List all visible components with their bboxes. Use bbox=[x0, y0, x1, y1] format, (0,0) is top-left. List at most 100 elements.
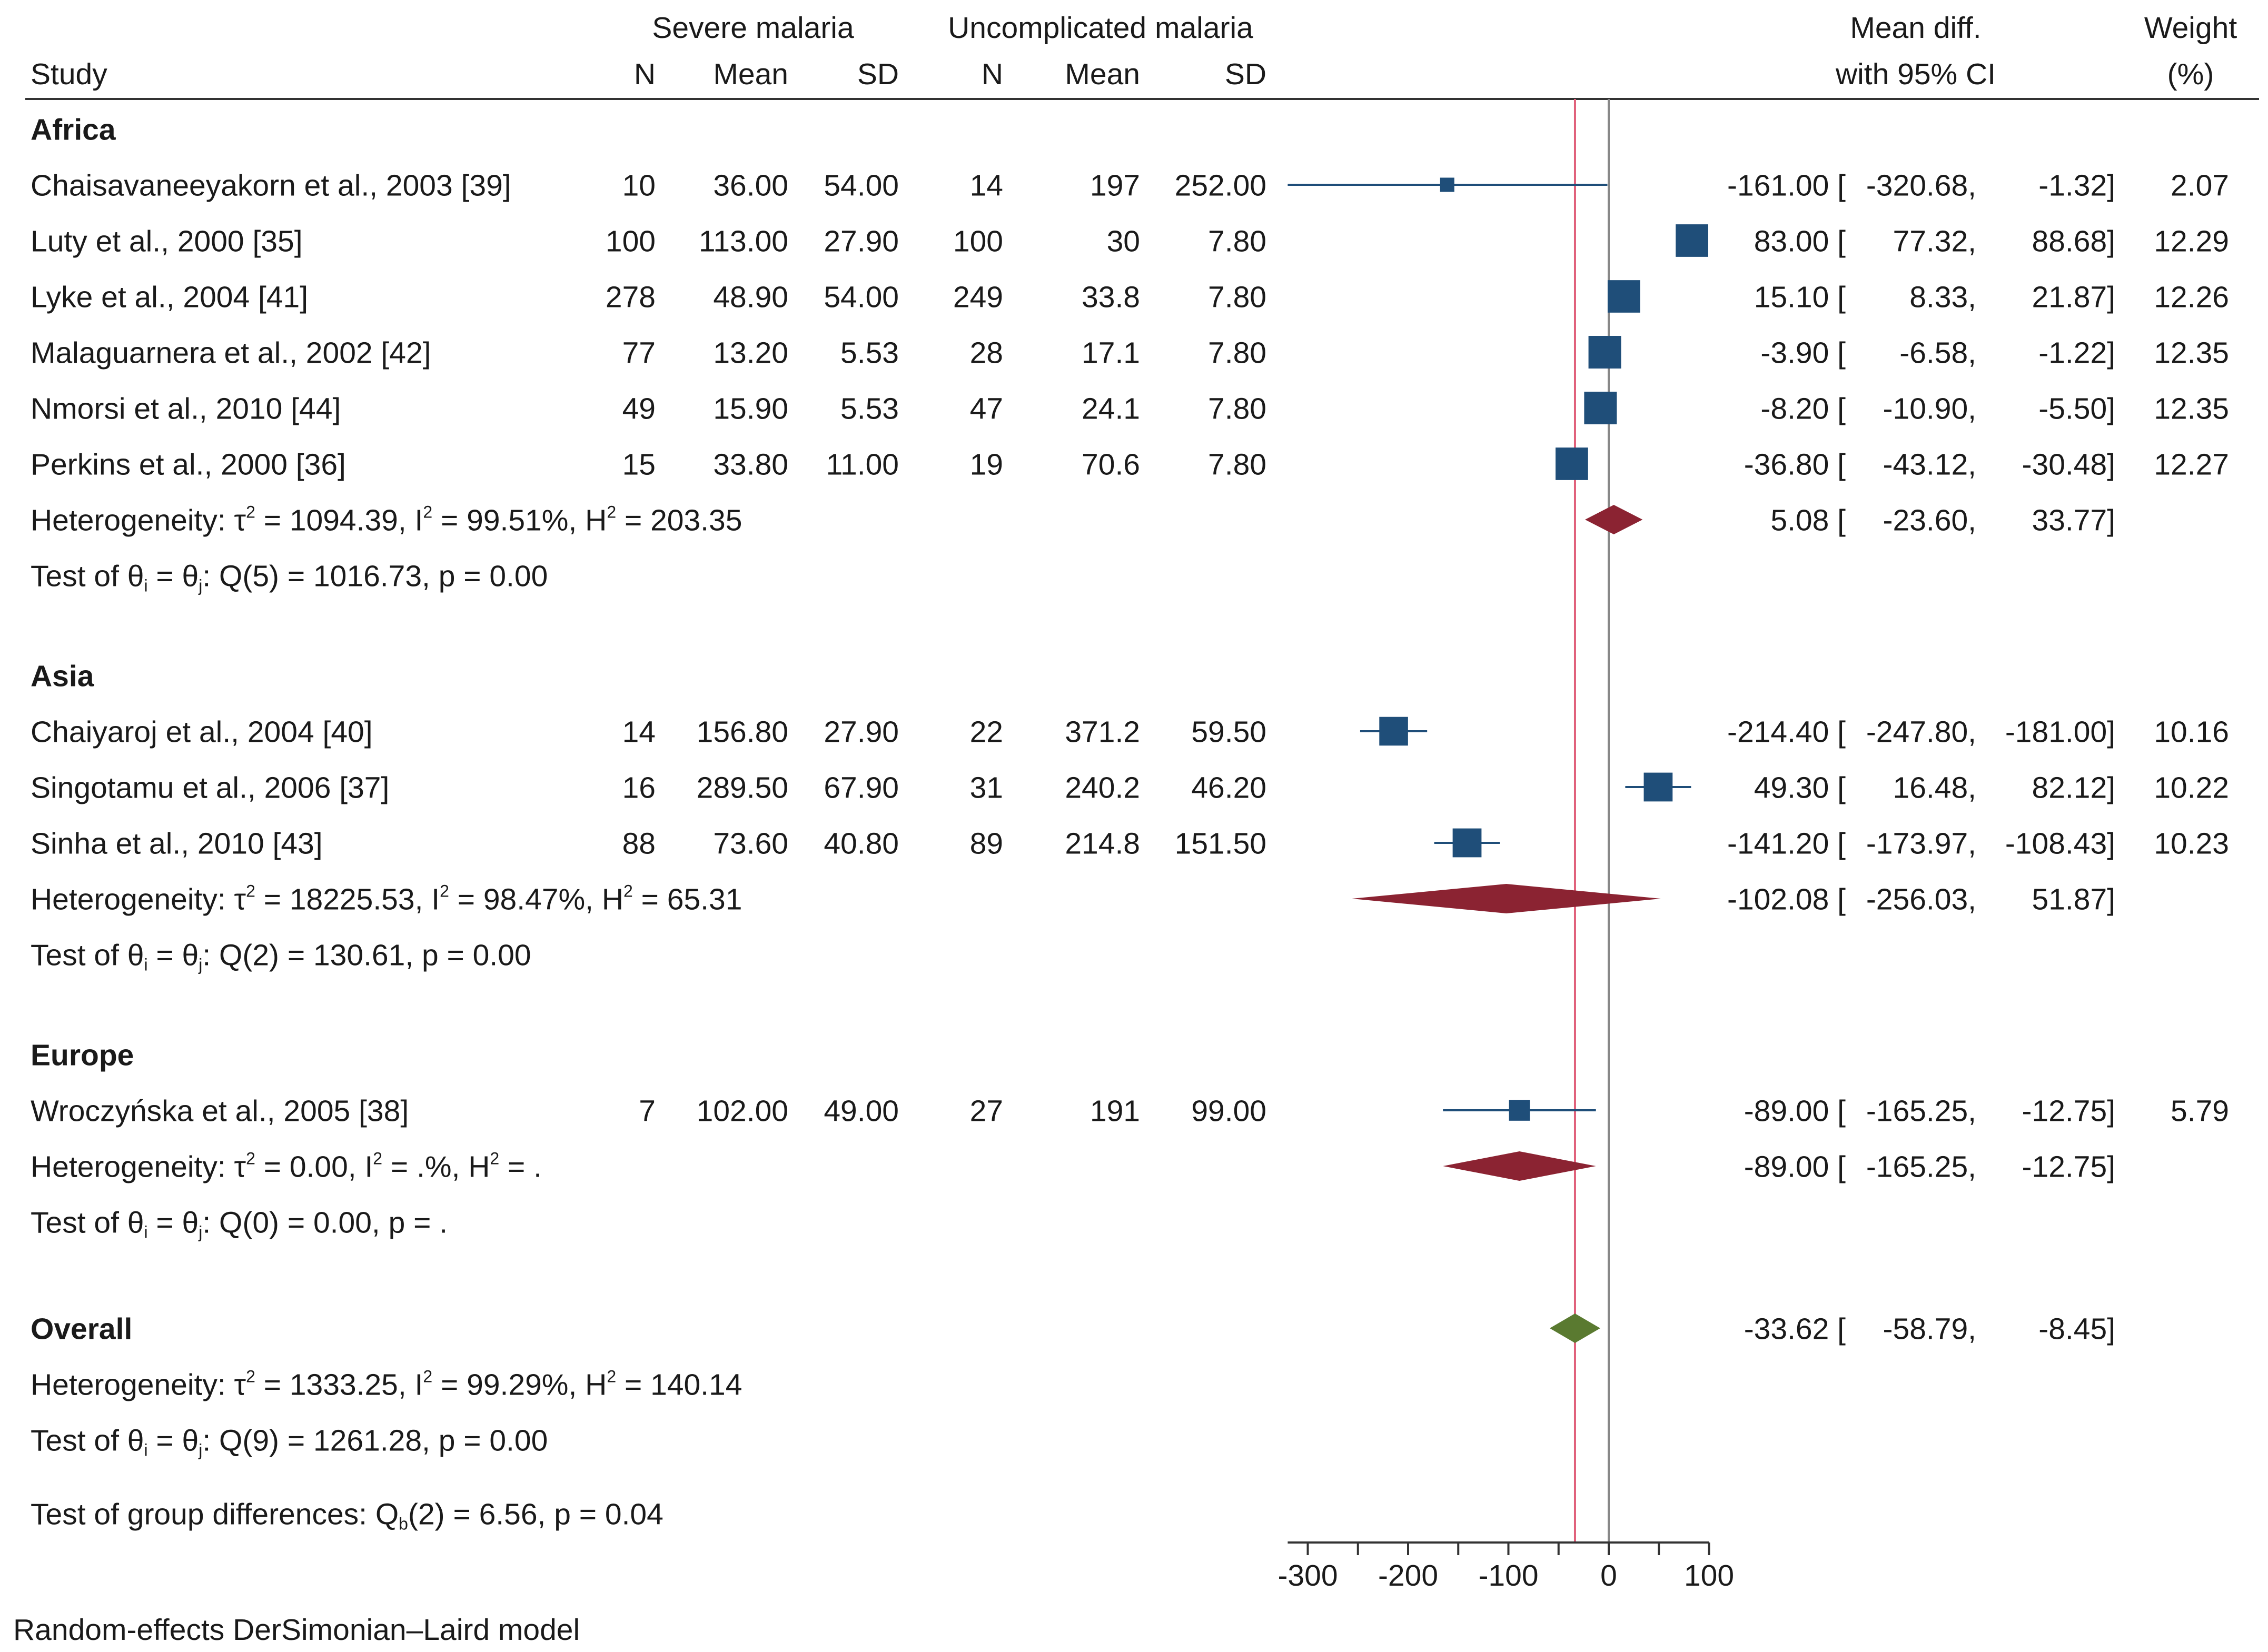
study-africa-5-weight: 12.35 bbox=[2154, 392, 2229, 426]
study-europe-1-ci-upper: -12.75] bbox=[2022, 1094, 2115, 1128]
study-africa-6-md: -36.80 [ bbox=[1744, 448, 1846, 482]
overall-md: -33.62 [ bbox=[1744, 1312, 1846, 1346]
summary-diamond-europe bbox=[1443, 1151, 1596, 1181]
study-asia-1-uncomplicated-n: 22 bbox=[970, 715, 1003, 749]
header-severe-mean: Mean bbox=[713, 57, 788, 91]
study-asia-2-ci-upper: 82.12] bbox=[2032, 771, 2115, 805]
header-uncomplicated-mean: Mean bbox=[1065, 57, 1140, 91]
study-africa-5-marker bbox=[1584, 392, 1617, 424]
study-africa-4-uncomplicated-sd: 7.80 bbox=[1208, 336, 1266, 370]
study-asia-3-severe-sd: 40.80 bbox=[824, 827, 899, 861]
study-asia-3-uncomplicated-sd: 151.50 bbox=[1175, 827, 1266, 861]
study-africa-5-severe-n: 49 bbox=[622, 392, 656, 426]
study-africa-5-md: -8.20 [ bbox=[1760, 392, 1846, 426]
study-asia-2-label: Singotamu et al., 2006 [37] bbox=[31, 771, 389, 805]
study-africa-6-uncomplicated-n: 19 bbox=[970, 448, 1003, 482]
study-europe-1-uncomplicated-n: 27 bbox=[970, 1094, 1003, 1128]
study-asia-1-ci-upper: -181.00] bbox=[2005, 715, 2115, 749]
header-ci: with 95% CI bbox=[1835, 57, 1996, 91]
study-asia-1-severe-sd: 27.90 bbox=[824, 715, 899, 749]
study-africa-3-severe-mean: 48.90 bbox=[713, 281, 788, 314]
summary-africa-ci-upper: 33.77] bbox=[2032, 504, 2115, 538]
test-group-differences: Test of group differences: Qb(2) = 6.56,… bbox=[31, 1498, 663, 1534]
study-asia-2-severe-mean: 289.50 bbox=[697, 771, 788, 805]
header-study: Study bbox=[31, 57, 107, 91]
study-africa-3-ci-lower: 8.33, bbox=[1909, 281, 1976, 314]
study-africa-6-marker bbox=[1556, 447, 1588, 480]
summary-asia-ci-lower: -256.03, bbox=[1866, 883, 1976, 917]
header-weight-unit: (%) bbox=[2167, 57, 2214, 91]
study-asia-3-md: -141.20 [ bbox=[1727, 827, 1846, 861]
study-africa-3-uncomplicated-mean: 33.8 bbox=[1082, 281, 1140, 314]
study-africa-1-ci-upper: -1.32] bbox=[2038, 169, 2115, 203]
study-africa-4-ci-upper: -1.22] bbox=[2038, 336, 2115, 370]
test-asia: Test of θi = θj: Q(2) = 130.61, p = 0.00 bbox=[31, 939, 531, 974]
study-asia-2-marker bbox=[1643, 772, 1673, 802]
heterogeneity-asia: Heterogeneity: τ2 = 18225.53, I2 = 98.47… bbox=[31, 882, 742, 917]
study-africa-2-weight: 12.29 bbox=[2154, 225, 2229, 258]
study-africa-1-weight: 2.07 bbox=[2171, 169, 2229, 203]
study-asia-3-ci-lower: -173.97, bbox=[1866, 827, 1976, 861]
study-africa-6-weight: 12.27 bbox=[2154, 448, 2229, 482]
test-africa: Test of θi = θj: Q(5) = 1016.73, p = 0.0… bbox=[31, 560, 548, 595]
study-africa-4-severe-sd: 5.53 bbox=[840, 336, 899, 370]
summary-europe-md: -89.00 [ bbox=[1744, 1150, 1846, 1184]
study-africa-5-ci-lower: -10.90, bbox=[1883, 392, 1976, 426]
study-asia-3-uncomplicated-mean: 214.8 bbox=[1065, 827, 1140, 861]
summary-europe-ci-lower: -165.25, bbox=[1866, 1150, 1976, 1184]
heterogeneity-overall: Heterogeneity: τ2 = 1333.25, I2 = 99.29%… bbox=[31, 1367, 742, 1402]
study-africa-1-uncomplicated-n: 14 bbox=[970, 169, 1003, 203]
study-asia-1-ci-lower: -247.80, bbox=[1866, 715, 1976, 749]
study-africa-3-marker bbox=[1607, 280, 1640, 313]
study-africa-2-label: Luty et al., 2000 [35] bbox=[31, 225, 303, 258]
study-africa-2-md: 83.00 [ bbox=[1754, 225, 1846, 258]
study-africa-4-weight: 12.35 bbox=[2154, 336, 2229, 370]
study-africa-3-uncomplicated-n: 249 bbox=[953, 281, 1003, 314]
x-tick-label-neg300: -300 bbox=[1277, 1559, 1338, 1593]
x-tick-label-100: 100 bbox=[1684, 1559, 1734, 1593]
study-asia-1-label: Chaiyaroj et al., 2004 [40] bbox=[31, 715, 373, 749]
study-asia-1-md: -214.40 [ bbox=[1727, 715, 1846, 749]
study-africa-3-severe-n: 278 bbox=[606, 281, 656, 314]
study-africa-6-severe-mean: 33.80 bbox=[713, 448, 788, 482]
footnote: Random-effects DerSimonian–Laird model bbox=[13, 1613, 580, 1647]
study-europe-1-severe-mean: 102.00 bbox=[697, 1094, 788, 1128]
header-mean-diff: Mean diff. bbox=[1850, 11, 1981, 45]
study-africa-2-severe-mean: 113.00 bbox=[699, 225, 788, 258]
study-africa-1-marker bbox=[1440, 177, 1454, 192]
x-tick-label-0: 0 bbox=[1600, 1559, 1617, 1593]
summary-diamond-asia bbox=[1352, 884, 1661, 913]
overall-diamond bbox=[1550, 1313, 1600, 1343]
header-severe-n: N bbox=[634, 57, 656, 91]
study-africa-6-label: Perkins et al., 2000 [36] bbox=[31, 448, 346, 482]
group-label-asia: Asia bbox=[31, 660, 95, 693]
study-africa-1-severe-mean: 36.00 bbox=[713, 169, 788, 203]
study-asia-3-severe-n: 88 bbox=[622, 827, 656, 861]
study-africa-5-uncomplicated-n: 47 bbox=[970, 392, 1003, 426]
study-africa-1-severe-sd: 54.00 bbox=[824, 169, 899, 203]
study-africa-3-uncomplicated-sd: 7.80 bbox=[1208, 281, 1266, 314]
study-europe-1-uncomplicated-sd: 99.00 bbox=[1191, 1094, 1266, 1128]
study-asia-2-severe-sd: 67.90 bbox=[824, 771, 899, 805]
study-asia-1-uncomplicated-sd: 59.50 bbox=[1191, 715, 1266, 749]
study-asia-2-uncomplicated-n: 31 bbox=[970, 771, 1003, 805]
study-africa-5-ci-upper: -5.50] bbox=[2038, 392, 2115, 426]
summary-africa-ci-lower: -23.60, bbox=[1883, 504, 1976, 538]
header-severe-sd: SD bbox=[857, 57, 899, 91]
study-africa-1-severe-n: 10 bbox=[622, 169, 656, 203]
study-africa-2-uncomplicated-sd: 7.80 bbox=[1208, 225, 1266, 258]
study-africa-1-md: -161.00 [ bbox=[1727, 169, 1846, 203]
study-asia-2-uncomplicated-mean: 240.2 bbox=[1065, 771, 1140, 805]
study-asia-1-marker bbox=[1379, 716, 1408, 746]
study-africa-6-severe-n: 15 bbox=[622, 448, 656, 482]
study-europe-1-label: Wroczyńska et al., 2005 [38] bbox=[31, 1094, 409, 1128]
study-africa-4-label: Malaguarnera et al., 2002 [42] bbox=[31, 336, 431, 370]
header-uncomplicated-sd: SD bbox=[1225, 57, 1266, 91]
group-label-africa: Africa bbox=[31, 113, 116, 147]
study-africa-2-uncomplicated-mean: 30 bbox=[1107, 225, 1140, 258]
study-europe-1-md: -89.00 [ bbox=[1744, 1094, 1846, 1128]
study-africa-5-label: Nmorsi et al., 2010 [44] bbox=[31, 392, 341, 426]
study-africa-2-uncomplicated-n: 100 bbox=[953, 225, 1003, 258]
study-africa-3-ci-upper: 21.87] bbox=[2032, 281, 2115, 314]
